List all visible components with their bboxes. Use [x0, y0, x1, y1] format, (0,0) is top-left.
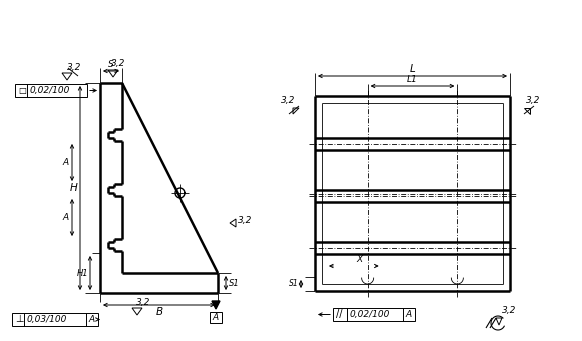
Text: □: □ — [18, 86, 26, 95]
Text: 3,2: 3,2 — [281, 96, 296, 105]
Text: S1: S1 — [229, 279, 240, 287]
Text: A: A — [63, 158, 69, 167]
Text: 3,2: 3,2 — [136, 298, 150, 307]
Polygon shape — [230, 219, 236, 227]
Bar — [210, 312, 222, 323]
Text: B: B — [155, 307, 162, 317]
Polygon shape — [293, 108, 299, 114]
Bar — [12, 313, 98, 326]
Text: A: A — [406, 310, 412, 319]
Text: 3,2: 3,2 — [111, 59, 125, 68]
Polygon shape — [108, 70, 118, 77]
Text: S1: S1 — [289, 280, 299, 288]
Text: H1: H1 — [76, 268, 88, 278]
Polygon shape — [212, 301, 220, 309]
Polygon shape — [132, 308, 142, 315]
Text: 0,02/100: 0,02/100 — [30, 86, 70, 95]
Bar — [15, 84, 87, 97]
Text: L1: L1 — [407, 75, 418, 84]
Text: //: // — [336, 310, 342, 320]
Polygon shape — [62, 73, 72, 80]
Text: ⊥: ⊥ — [15, 314, 23, 325]
Text: 0,02/100: 0,02/100 — [350, 310, 391, 319]
Text: X: X — [356, 255, 363, 264]
Polygon shape — [524, 108, 530, 114]
Text: A: A — [89, 315, 95, 324]
Text: 3,2: 3,2 — [238, 216, 253, 224]
Bar — [333, 308, 415, 321]
Text: A: A — [63, 213, 69, 222]
Text: 3,2: 3,2 — [526, 96, 540, 105]
Text: A: A — [213, 312, 219, 322]
Text: 3,2: 3,2 — [502, 306, 516, 315]
Text: 0,03/100: 0,03/100 — [27, 315, 68, 324]
Text: S: S — [108, 60, 114, 69]
Text: 3,2: 3,2 — [67, 63, 81, 72]
Polygon shape — [496, 318, 502, 325]
Text: L: L — [410, 64, 416, 74]
Text: H: H — [69, 183, 77, 193]
